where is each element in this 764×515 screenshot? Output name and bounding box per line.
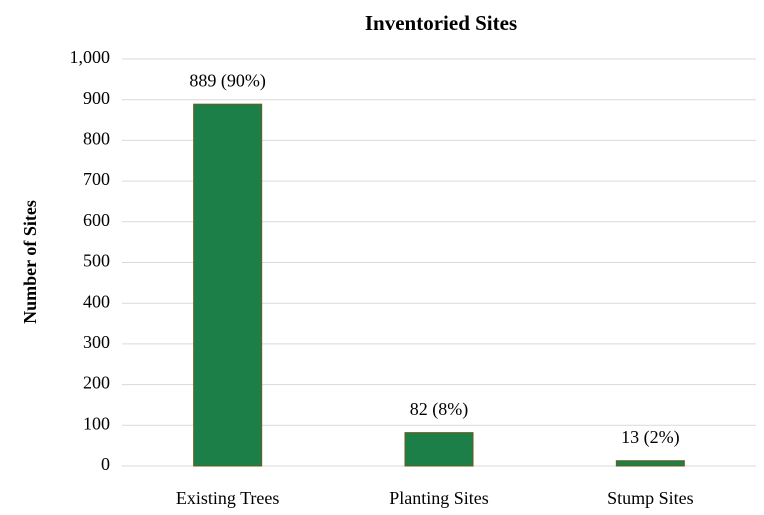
y-tick-label: 300	[83, 332, 110, 352]
bar	[193, 103, 263, 467]
y-tick-label: 400	[83, 291, 110, 311]
y-tick-label: 0	[101, 454, 110, 474]
y-tick-label: 500	[83, 251, 110, 271]
bar	[615, 460, 685, 467]
x-tick-label: Planting Sites	[389, 488, 489, 508]
x-tick-label: Existing Trees	[176, 488, 280, 508]
y-tick-label: 200	[83, 373, 110, 393]
y-tick-label: 900	[83, 88, 110, 108]
y-tick-label: 100	[83, 413, 110, 433]
y-tick-label: 700	[83, 169, 110, 189]
y-axis-label: Number of Sites	[20, 200, 40, 324]
y-tick-label: 1,000	[70, 47, 111, 67]
bar	[404, 432, 474, 467]
data-label: 889 (90%)	[189, 70, 265, 91]
y-tick-label: 800	[83, 129, 110, 149]
data-label: 82 (8%)	[410, 399, 468, 420]
y-tick-label: 600	[83, 210, 110, 230]
chart-title: Inventoried Sites	[365, 11, 517, 35]
data-label: 13 (2%)	[621, 427, 679, 448]
x-tick-label: Stump Sites	[607, 488, 694, 508]
